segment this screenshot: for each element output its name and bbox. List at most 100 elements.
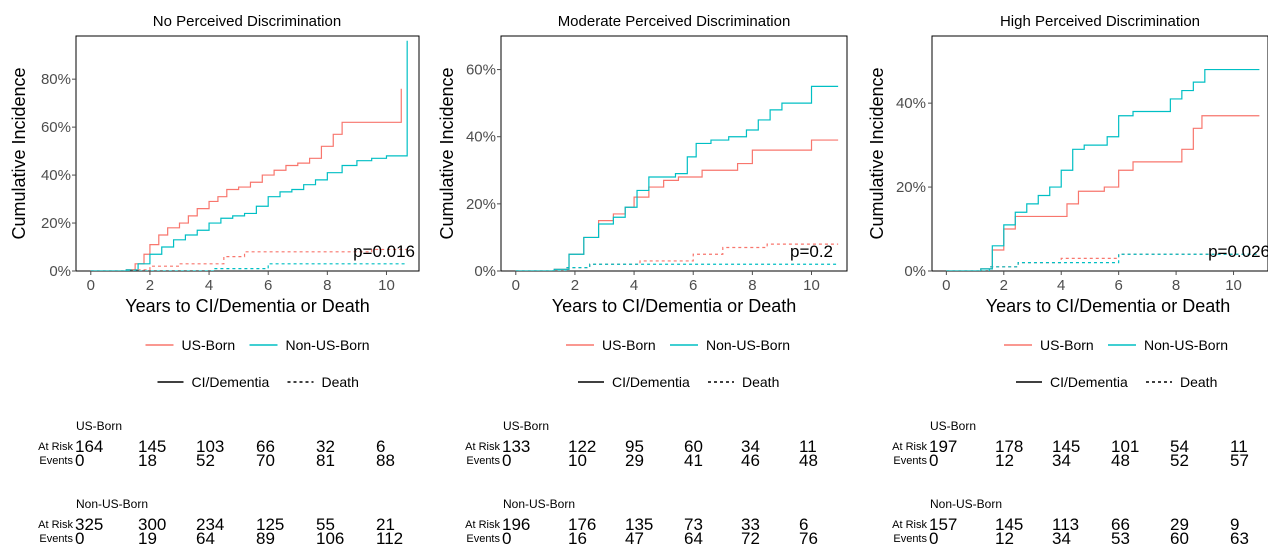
risk-events-value: 0 — [502, 451, 511, 470]
risk-events-value: 12 — [995, 529, 1014, 548]
risk-row-label-at-risk: At Risk — [465, 441, 500, 453]
legend-label-us-born: US-Born — [602, 337, 656, 353]
x-tick-label: 4 — [205, 277, 213, 294]
x-tick-label: 10 — [378, 277, 395, 294]
risk-row-label-at-risk: At Risk — [38, 519, 73, 531]
x-tick-label: 8 — [1172, 277, 1180, 294]
risk-at-risk-value: 6 — [376, 437, 385, 456]
legend-label-ci-dementia: CI/Dementia — [192, 374, 270, 390]
p-value: p=0.026 — [1208, 242, 1268, 261]
y-axis-title: Cumulative Incidence — [9, 67, 29, 239]
legend-label-ci-dementia: CI/Dementia — [612, 374, 690, 390]
risk-at-risk-value: 54 — [1170, 437, 1189, 456]
risk-events-value: 16 — [568, 529, 587, 548]
curves — [946, 68, 1260, 271]
risk-events-value: 48 — [799, 451, 818, 470]
legend-label-death: Death — [742, 374, 779, 390]
risk-row-label-at-risk: At Risk — [892, 441, 927, 453]
x-tick-label: 8 — [748, 277, 756, 294]
panel-title: No Perceived Discrimination — [153, 13, 341, 30]
risk-at-risk-value: 133 — [502, 437, 530, 456]
risk-events-value: 57 — [1230, 451, 1249, 470]
y-tick-label: 0% — [904, 263, 926, 280]
y-tick-label: 60% — [41, 119, 71, 136]
y-tick-label: 0% — [49, 263, 71, 280]
risk-events-value: 60 — [1170, 529, 1189, 548]
risk-at-risk-value: 300 — [138, 515, 166, 534]
risk-at-risk-value: 55 — [316, 515, 335, 534]
risk-row-label-at-risk: At Risk — [892, 519, 927, 531]
risk-at-risk-value: 73 — [684, 515, 703, 534]
risk-events-value: 34 — [1052, 451, 1071, 470]
risk-group-label: Non-US-Born — [76, 497, 148, 511]
x-tick-label: 8 — [323, 277, 331, 294]
risk-row-label-events: Events — [893, 533, 927, 545]
x-tick-label: 6 — [264, 277, 272, 294]
y-tick-label: 20% — [41, 215, 71, 232]
y-tick-label: 0% — [474, 263, 496, 280]
series-us-born-ci-dementia — [90, 88, 402, 271]
legend-group: US-Born Non-US-Born — [566, 337, 790, 353]
risk-row-label-events: Events — [466, 533, 500, 545]
risk-at-risk-value: 60 — [684, 437, 703, 456]
risk-at-risk-value: 6 — [799, 515, 808, 534]
legend-outcome: CI/Dementia Death — [157, 374, 359, 390]
y-axis-title: Cumulative Incidence — [867, 67, 887, 239]
risk-events-value: 106 — [316, 529, 344, 548]
x-tick-label: 6 — [1114, 277, 1122, 294]
risk-group-label: US-Born — [930, 419, 976, 433]
risk-at-risk-value: 145 — [138, 437, 166, 456]
risk-events-value: 88 — [376, 451, 395, 470]
risk-at-risk-value: 196 — [502, 515, 530, 534]
risk-events-value: 12 — [995, 451, 1014, 470]
panel-1: No Perceived Discrimination0%20%40%60%80… — [9, 13, 420, 548]
risk-events-value: 70 — [256, 451, 275, 470]
x-tick-label: 10 — [1225, 277, 1242, 294]
legend-label-non-us-born: Non-US-Born — [286, 337, 370, 353]
risk-at-risk-value: 29 — [1170, 515, 1189, 534]
risk-events-value: 34 — [1052, 529, 1071, 548]
risk-at-risk-value: 34 — [741, 437, 760, 456]
risk-events-value: 48 — [1111, 451, 1130, 470]
risk-events-value: 41 — [684, 451, 703, 470]
y-axis-title: Cumulative Incidence — [437, 67, 457, 239]
x-axis-title: Years to CI/Dementia or Death — [552, 296, 796, 316]
panel-3: High Perceived Discrimination 0% 20% 40% 0 2 4… — [867, 13, 1268, 548]
risk-at-risk-value: 197 — [929, 437, 957, 456]
x-tick-label: 0 — [87, 277, 95, 294]
series-non-us-born-ci-dementia — [515, 85, 839, 271]
plot-frame — [931, 35, 1268, 272]
y-tick-label: 20% — [466, 196, 496, 213]
x-tick-label: 0 — [942, 277, 950, 294]
risk-events-value: 0 — [929, 451, 938, 470]
x-tick-label: 2 — [1000, 277, 1008, 294]
risk-events-value: 81 — [316, 451, 335, 470]
risk-row-label-events: Events — [466, 455, 500, 467]
risk-row-label-events: Events — [893, 455, 927, 467]
risk-at-risk-value: 135 — [625, 515, 653, 534]
risk-at-risk-value: 178 — [995, 437, 1023, 456]
risk-at-risk-value: 11 — [1230, 437, 1248, 456]
risk-events-value: 64 — [196, 529, 215, 548]
legend-label-us-born: US-Born — [1040, 337, 1094, 353]
y-tick-label: 40% — [466, 129, 496, 146]
series-non-us-born-ci-dementia — [90, 40, 408, 271]
legend-label-us-born: US-Born — [182, 337, 236, 353]
risk-events-value: 76 — [799, 529, 818, 548]
risk-events-value: 52 — [1170, 451, 1189, 470]
risk-at-risk-value: 21 — [376, 515, 395, 534]
risk-at-risk-value: 145 — [1052, 437, 1080, 456]
x-axis-title: Years to CI/Dementia or Death — [125, 296, 369, 316]
legend-label-death: Death — [322, 374, 359, 390]
risk-events-value: 10 — [568, 451, 587, 470]
risk-row-label-events: Events — [39, 533, 73, 545]
risk-at-risk-value: 176 — [568, 515, 596, 534]
y-tick-label: 60% — [466, 62, 496, 79]
y-tick-label: 40% — [896, 95, 926, 112]
panel-title: Moderate Perceived Discrimination — [558, 13, 791, 30]
x-tick-label: 10 — [803, 277, 820, 294]
